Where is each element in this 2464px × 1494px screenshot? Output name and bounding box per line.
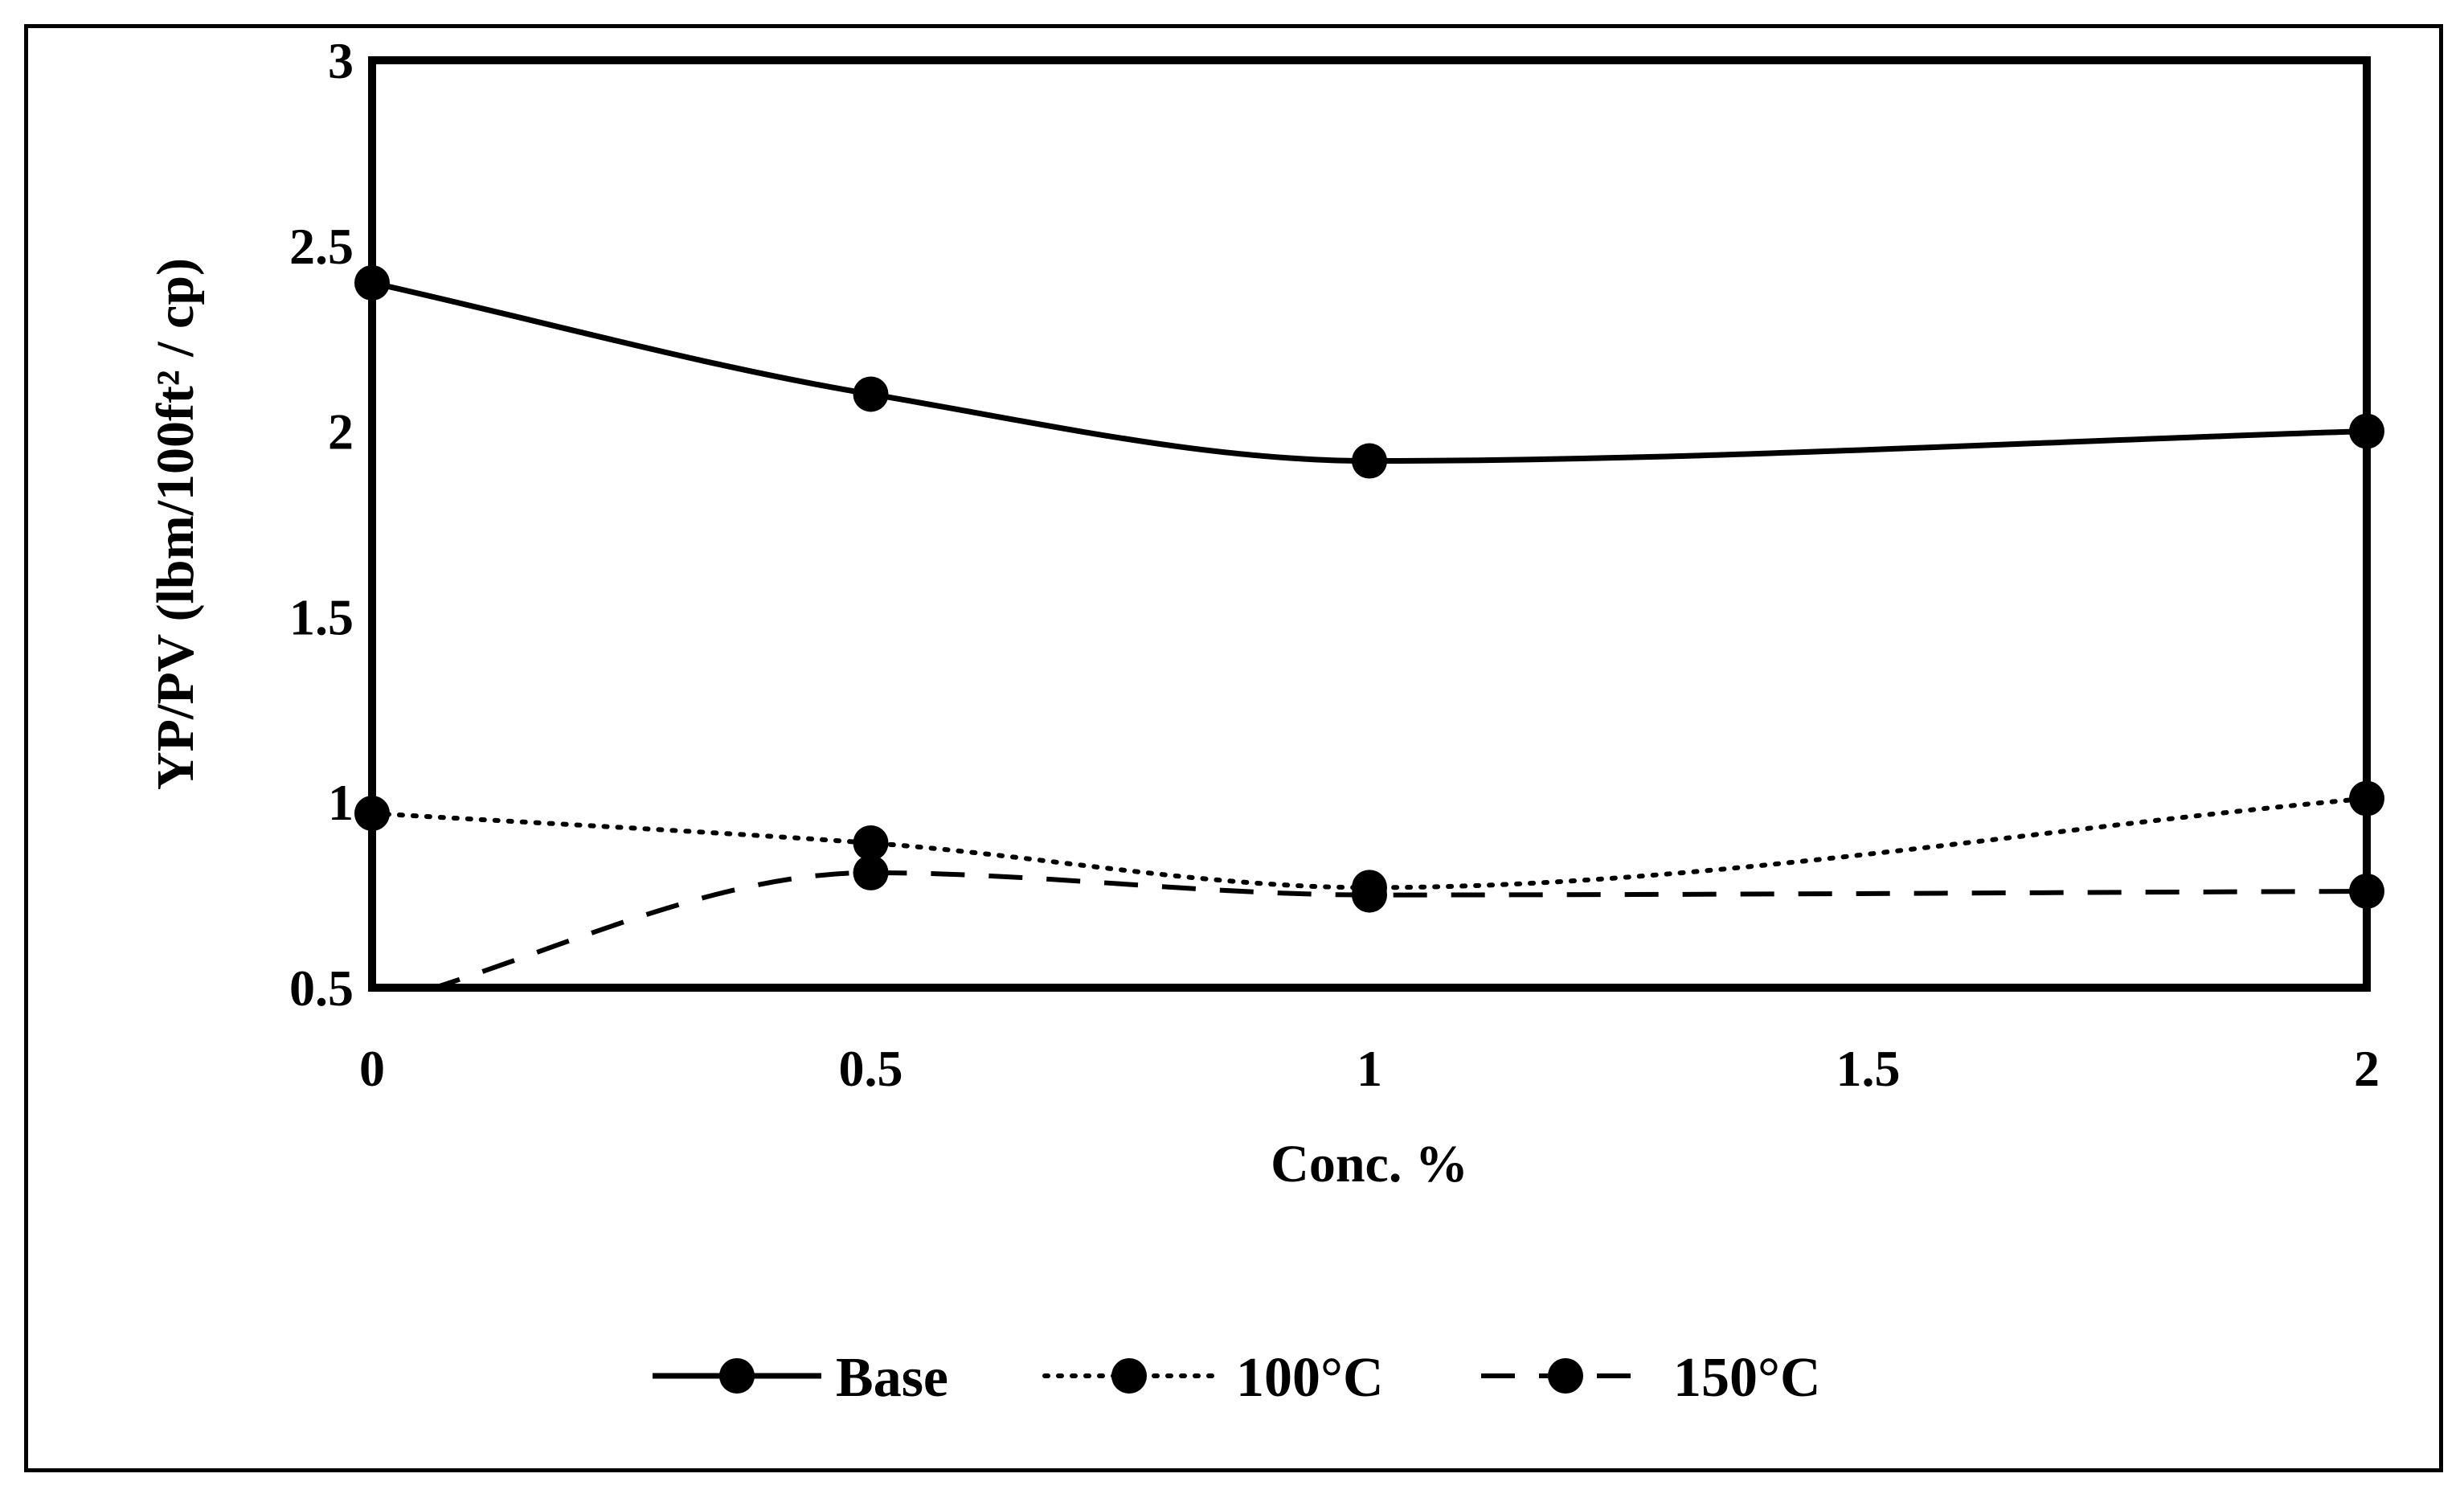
legend-marker	[719, 1358, 755, 1394]
legend-entry-2: 150°C	[1481, 1347, 1821, 1409]
series-line-0	[372, 280, 2367, 465]
x-tick-label: 2	[2354, 1040, 2380, 1097]
data-point	[354, 264, 390, 301]
legend-label: 150°C	[1673, 1347, 1821, 1409]
y-axis-title: YP/PV (lbm/100ft² / cp)	[146, 258, 205, 790]
x-tick-label: 0	[359, 1040, 385, 1097]
legend: Base 100°C 150°C	[653, 1347, 1821, 1409]
data-point	[2349, 780, 2384, 817]
series-line-2	[426, 870, 2367, 988]
y-tick-label: 1.5	[289, 588, 354, 645]
x-tick-label: 0.5	[839, 1040, 903, 1097]
y-tick-label: 3	[328, 32, 354, 89]
y-tick-label: 0.5	[289, 960, 354, 1017]
legend-label: Base	[836, 1347, 948, 1409]
y-axis-ticks: 0.5 1 1.5 2 2.5 3	[289, 32, 354, 1017]
data-point	[853, 376, 889, 412]
series-line-1	[372, 796, 2367, 890]
series-points	[354, 264, 2384, 913]
x-axis-title: Conc. %	[1271, 1135, 1468, 1193]
legend-marker	[1548, 1358, 1583, 1394]
data-point	[1352, 877, 1387, 913]
legend-label: 100°C	[1236, 1347, 1384, 1409]
legend-marker	[1111, 1358, 1147, 1394]
data-point	[2349, 413, 2384, 449]
legend-entry-0: Base	[653, 1347, 948, 1409]
y-tick-label: 1	[328, 774, 354, 831]
data-point	[2349, 873, 2384, 909]
y-tick-label: 2.5	[289, 218, 354, 275]
x-axis-ticks: 0 0.5 1 1.5 2	[359, 1040, 2380, 1097]
y-tick-label: 2	[328, 403, 354, 460]
x-tick-label: 1	[1357, 1040, 1382, 1097]
series-lines	[372, 280, 2367, 988]
plot-area	[368, 56, 2371, 992]
data-point	[1352, 443, 1387, 479]
data-point	[354, 796, 390, 832]
data-point	[853, 854, 889, 890]
legend-entry-1: 100°C	[1042, 1347, 1384, 1409]
x-tick-label: 1.5	[1836, 1040, 1901, 1097]
data-point	[853, 825, 889, 861]
